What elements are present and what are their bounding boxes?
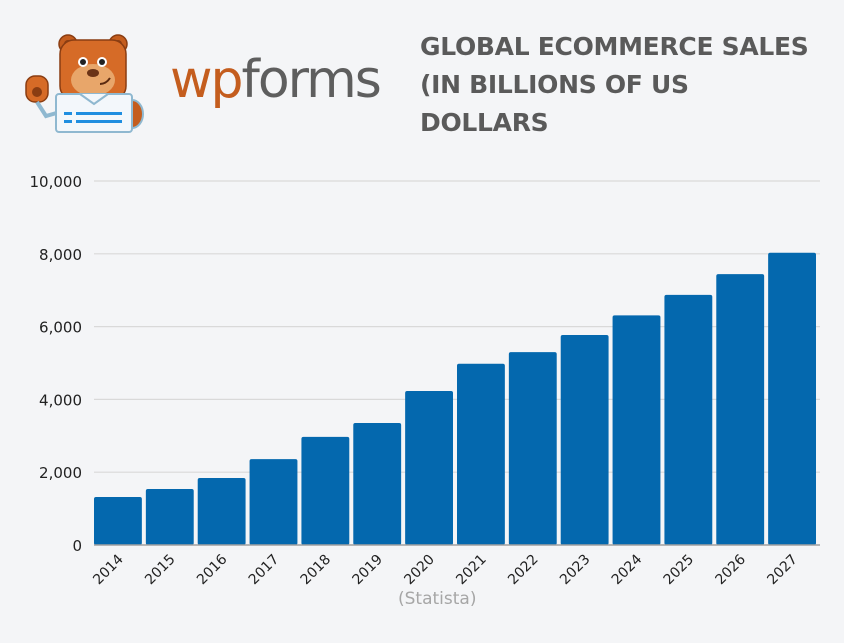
x-tick-label: 2016 — [194, 551, 231, 588]
y-tick-label: 8,000 — [39, 246, 82, 264]
x-tick-label: 2017 — [246, 552, 283, 589]
x-tick-label: 2027 — [764, 552, 801, 589]
bar-2016 — [197, 478, 246, 545]
x-tick-label: 2023 — [557, 552, 594, 589]
source-note: (Statista) — [398, 589, 477, 609]
bar-2017 — [249, 459, 298, 545]
x-axis-ticks: 2014 2015 2016 2017 2018 2019 2020 2021 2022 2023… — [90, 551, 801, 588]
y-tick-label: 2,000 — [39, 464, 82, 482]
bar-2023 — [560, 334, 609, 545]
bar-2019 — [353, 423, 402, 545]
x-tick-label: 2021 — [453, 552, 490, 589]
y-tick-label: 4,000 — [39, 391, 82, 409]
y-tick-label: 6,000 — [39, 319, 82, 337]
x-tick-label: 2026 — [713, 551, 750, 588]
y-axis-ticks: 0 2,000 4,000 6,000 8,000 10,000 — [30, 173, 83, 555]
brand-wp: wp — [170, 50, 244, 110]
bar-2015 — [145, 488, 194, 545]
bar-2020 — [405, 391, 453, 545]
bear-mascot-icon — [25, 34, 144, 133]
bar-2014 — [94, 496, 142, 545]
x-tick-label: 2020 — [401, 552, 438, 589]
bar-2024 — [612, 315, 661, 545]
x-tick-label: 2018 — [298, 552, 335, 589]
x-tick-label: 2019 — [350, 552, 387, 589]
bars — [94, 252, 816, 545]
wpforms-wordmark: wpforms — [170, 54, 382, 106]
y-tick-label: 10,000 — [30, 173, 83, 191]
chart-title: GLOBAL ECOMMERCE SALES (IN BILLIONS OF U… — [420, 32, 809, 137]
x-tick-label: 2014 — [90, 551, 127, 588]
bar-2026 — [716, 274, 765, 545]
bar-2018 — [301, 436, 350, 545]
bar-2025 — [664, 294, 713, 545]
y-tick-label: 0 — [72, 537, 82, 555]
x-tick-label: 2024 — [609, 551, 646, 588]
x-tick-label: 2025 — [661, 552, 698, 589]
wpforms-logo: wpforms — [20, 32, 382, 133]
x-tick-label: 2022 — [505, 552, 542, 589]
x-tick-label: 2015 — [142, 552, 179, 589]
bar-2021 — [457, 363, 505, 545]
brand-forms: forms — [241, 50, 382, 110]
bar-2027 — [768, 252, 816, 545]
bar-2022 — [508, 352, 557, 545]
